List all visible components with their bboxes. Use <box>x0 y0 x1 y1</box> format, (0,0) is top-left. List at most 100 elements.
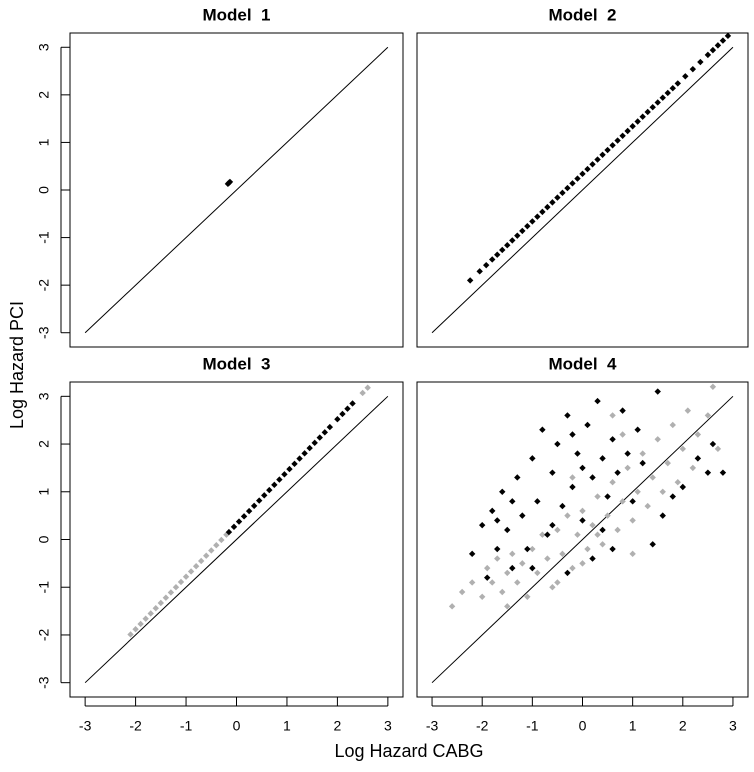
point <box>599 455 606 462</box>
point <box>504 241 511 249</box>
point <box>579 464 586 472</box>
y-axis-title: Log Hazard PCI <box>7 301 27 429</box>
point <box>549 469 556 476</box>
point <box>697 58 704 66</box>
point <box>494 517 501 524</box>
point <box>524 545 531 553</box>
point <box>619 407 626 414</box>
point <box>589 161 596 168</box>
point <box>286 465 293 473</box>
point <box>524 222 531 230</box>
point <box>569 474 576 481</box>
point <box>704 469 712 476</box>
point <box>654 99 661 106</box>
point <box>624 464 631 472</box>
point <box>499 488 506 495</box>
point <box>649 541 656 548</box>
point <box>235 518 243 525</box>
point <box>529 545 536 553</box>
point <box>674 80 681 87</box>
point <box>669 421 676 429</box>
point <box>659 94 666 101</box>
x-tick-label: -1 <box>180 718 193 734</box>
point <box>499 588 506 596</box>
point <box>478 521 486 529</box>
point <box>564 569 571 577</box>
point <box>213 542 220 549</box>
point <box>609 479 616 486</box>
point <box>301 450 308 457</box>
point <box>599 526 606 534</box>
point <box>539 531 546 538</box>
y-tick-label: -3 <box>36 676 52 689</box>
point <box>484 564 491 572</box>
point <box>147 610 154 617</box>
x-tick-label: 0 <box>579 718 587 734</box>
point <box>226 178 234 186</box>
point <box>674 479 681 486</box>
point <box>359 389 366 397</box>
point <box>574 450 581 457</box>
point <box>321 429 328 436</box>
point <box>245 507 253 515</box>
point <box>494 555 501 562</box>
point <box>609 545 616 553</box>
point <box>724 32 732 40</box>
point <box>504 603 511 610</box>
point <box>589 474 596 481</box>
y-tick-label: -2 <box>36 279 52 292</box>
point <box>609 142 616 149</box>
reference-line <box>431 395 734 684</box>
point <box>604 512 611 519</box>
point <box>349 400 356 407</box>
point <box>704 51 712 59</box>
point <box>589 555 596 562</box>
point <box>579 517 586 524</box>
point <box>614 526 621 534</box>
reference-line <box>431 46 734 334</box>
point <box>594 397 601 405</box>
point <box>524 593 531 600</box>
point <box>172 584 180 591</box>
y-tick-label: 3 <box>36 43 52 51</box>
point <box>261 492 268 499</box>
point <box>132 626 139 633</box>
point <box>564 512 571 519</box>
point <box>714 445 722 453</box>
point <box>559 502 566 510</box>
point <box>448 603 456 610</box>
point <box>504 526 511 534</box>
point <box>468 550 476 558</box>
point <box>604 493 611 500</box>
point <box>624 127 631 135</box>
point <box>276 476 283 483</box>
point <box>192 563 200 570</box>
point <box>489 579 496 586</box>
point <box>177 578 185 586</box>
point <box>494 545 501 553</box>
panel-title: Model 3 <box>202 354 270 373</box>
point <box>142 615 149 622</box>
x-tick-label: 0 <box>233 718 241 734</box>
reference-line <box>84 395 389 684</box>
point <box>554 194 561 201</box>
point <box>208 547 215 554</box>
point <box>584 165 591 173</box>
y-tick-label: -1 <box>36 581 52 594</box>
y-tick-label: 2 <box>36 440 52 448</box>
point <box>614 137 621 144</box>
point <box>509 550 516 558</box>
point <box>704 412 712 419</box>
point <box>544 203 551 211</box>
point <box>534 498 541 505</box>
point <box>634 118 641 125</box>
point <box>569 180 576 187</box>
point <box>306 444 313 452</box>
point <box>609 412 616 419</box>
point <box>624 450 631 457</box>
point <box>504 569 511 577</box>
point <box>549 584 556 591</box>
point <box>669 493 676 500</box>
point <box>574 175 581 182</box>
